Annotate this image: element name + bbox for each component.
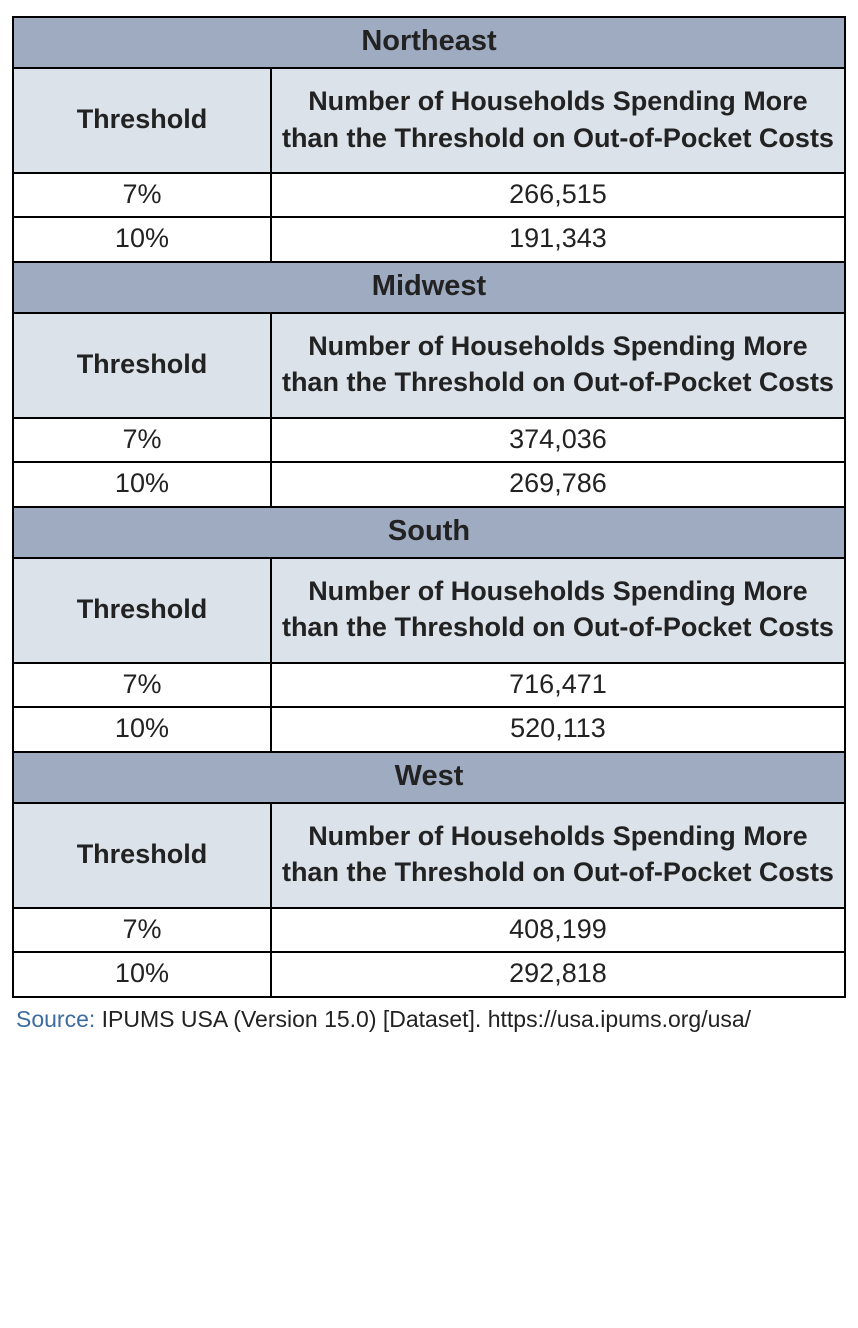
region-name: South <box>13 507 845 558</box>
table-row: 7% 716,471 <box>13 663 845 707</box>
region-name: Midwest <box>13 262 845 313</box>
table-row: 7% 266,515 <box>13 173 845 217</box>
threshold-header: Threshold <box>13 313 271 418</box>
region-name: West <box>13 752 845 803</box>
source-label: Source: <box>16 1006 95 1032</box>
threshold-cell: 10% <box>13 952 271 996</box>
households-threshold-table: Northeast Threshold Number of Households… <box>12 16 846 998</box>
region-header-row: South <box>13 507 845 558</box>
source-line: Source: IPUMS USA (Version 15.0) [Datase… <box>12 1004 846 1035</box>
threshold-cell: 7% <box>13 173 271 217</box>
households-header: Number of Households Spending More than … <box>271 68 845 173</box>
table-row: 10% 191,343 <box>13 217 845 261</box>
households-header: Number of Households Spending More than … <box>271 313 845 418</box>
column-header-row: Threshold Number of Households Spending … <box>13 558 845 663</box>
column-header-row: Threshold Number of Households Spending … <box>13 313 845 418</box>
threshold-cell: 10% <box>13 462 271 506</box>
threshold-cell: 7% <box>13 418 271 462</box>
region-name: Northeast <box>13 17 845 68</box>
threshold-cell: 10% <box>13 707 271 751</box>
region-header-row: West <box>13 752 845 803</box>
threshold-cell: 7% <box>13 663 271 707</box>
table-row: 10% 292,818 <box>13 952 845 996</box>
source-text: IPUMS USA (Version 15.0) [Dataset]. http… <box>102 1006 751 1032</box>
households-cell: 292,818 <box>271 952 845 996</box>
households-cell: 408,199 <box>271 908 845 952</box>
households-header: Number of Households Spending More than … <box>271 803 845 908</box>
threshold-header: Threshold <box>13 803 271 908</box>
threshold-header: Threshold <box>13 68 271 173</box>
households-cell: 520,113 <box>271 707 845 751</box>
table-row: 10% 269,786 <box>13 462 845 506</box>
households-header: Number of Households Spending More than … <box>271 558 845 663</box>
table-row: 7% 408,199 <box>13 908 845 952</box>
threshold-cell: 7% <box>13 908 271 952</box>
households-cell: 269,786 <box>271 462 845 506</box>
column-header-row: Threshold Number of Households Spending … <box>13 68 845 173</box>
threshold-header: Threshold <box>13 558 271 663</box>
region-header-row: Midwest <box>13 262 845 313</box>
households-cell: 191,343 <box>271 217 845 261</box>
column-header-row: Threshold Number of Households Spending … <box>13 803 845 908</box>
threshold-cell: 10% <box>13 217 271 261</box>
table-row: 7% 374,036 <box>13 418 845 462</box>
households-cell: 374,036 <box>271 418 845 462</box>
households-cell: 266,515 <box>271 173 845 217</box>
households-cell: 716,471 <box>271 663 845 707</box>
table-row: 10% 520,113 <box>13 707 845 751</box>
region-header-row: Northeast <box>13 17 845 68</box>
